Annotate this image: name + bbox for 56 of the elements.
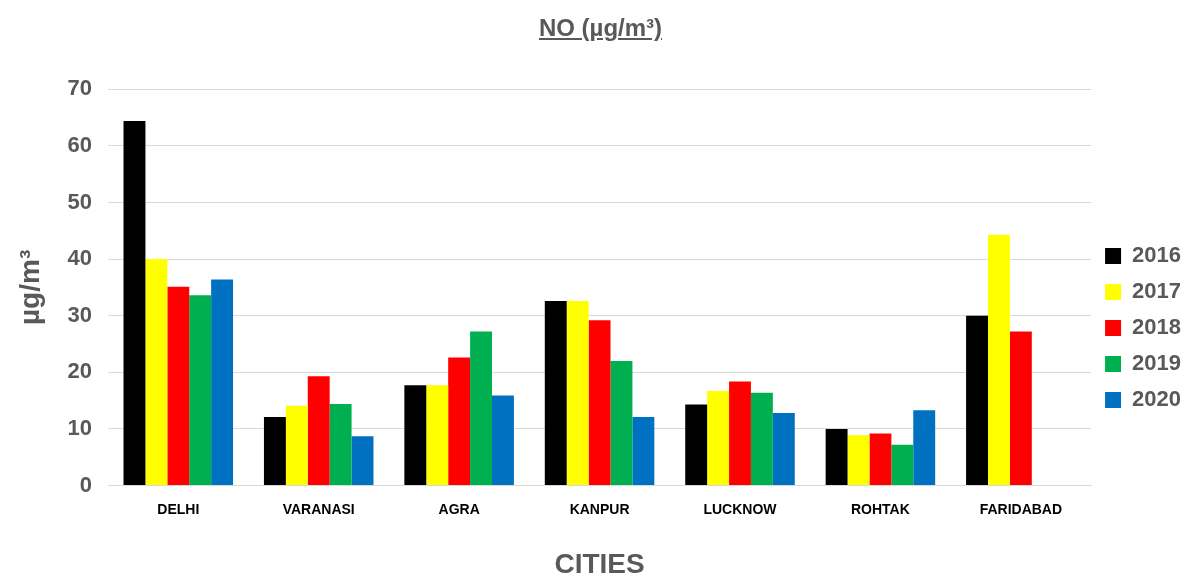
- bar: [351, 436, 374, 486]
- bar: [707, 391, 730, 486]
- bar: [685, 404, 708, 486]
- bar: [772, 413, 795, 486]
- bar: [145, 259, 168, 486]
- bar: [426, 385, 449, 486]
- x-tick-label: LUCKNOW: [703, 500, 778, 517]
- bar: [404, 385, 427, 486]
- bar: [211, 279, 234, 486]
- bar: [123, 120, 146, 486]
- x-tick-label: VARANASI: [282, 500, 355, 517]
- legend-label: 2016: [1132, 242, 1182, 268]
- x-tick-label: ROHTAK: [851, 500, 910, 517]
- bar: [448, 357, 471, 486]
- y-tick-label: 0: [79, 471, 93, 497]
- y-tick-label: 30: [67, 301, 93, 327]
- bar: [492, 395, 514, 486]
- bar: [329, 404, 352, 486]
- x-axis-title: CITIES: [554, 547, 645, 579]
- y-tick-label: 10: [67, 415, 93, 441]
- bar: [610, 361, 633, 486]
- bar: [891, 444, 914, 486]
- bar: [987, 234, 1010, 486]
- x-tick-label: AGRA: [438, 500, 480, 517]
- bar: [847, 435, 870, 486]
- bar: [307, 376, 330, 486]
- bar: [729, 381, 751, 486]
- bar: [566, 300, 589, 486]
- bar: [966, 315, 988, 486]
- legend-label: 2019: [1132, 350, 1182, 376]
- bar: [263, 417, 286, 486]
- x-tick-label: KANPUR: [569, 500, 630, 517]
- bar: [588, 320, 611, 486]
- legend-label: 2020: [1132, 386, 1182, 412]
- bar: [869, 433, 892, 486]
- bar: [167, 286, 190, 486]
- y-tick-label: 70: [67, 75, 93, 101]
- x-tick-label: DELHI: [157, 500, 200, 517]
- bar: [632, 417, 655, 486]
- bar: [470, 331, 492, 486]
- y-tick-label: 60: [67, 131, 93, 157]
- bar: [189, 295, 212, 486]
- y-tick-label: 50: [67, 188, 93, 214]
- bar: [825, 428, 848, 486]
- legend-label: 2018: [1132, 314, 1182, 340]
- bar: [750, 392, 773, 486]
- y-tick-label: 20: [67, 358, 93, 384]
- bar: [285, 405, 308, 486]
- y-tick-label: 40: [67, 245, 93, 271]
- legend-label: 2017: [1132, 278, 1182, 304]
- bar: [544, 300, 567, 486]
- y-axis-title: µg/m³: [13, 249, 45, 326]
- bar: [913, 410, 936, 486]
- x-tick-label: FARIDABAD: [979, 500, 1063, 517]
- bar: [1009, 331, 1032, 486]
- chart-title: NO (µg/m³): [538, 14, 663, 41]
